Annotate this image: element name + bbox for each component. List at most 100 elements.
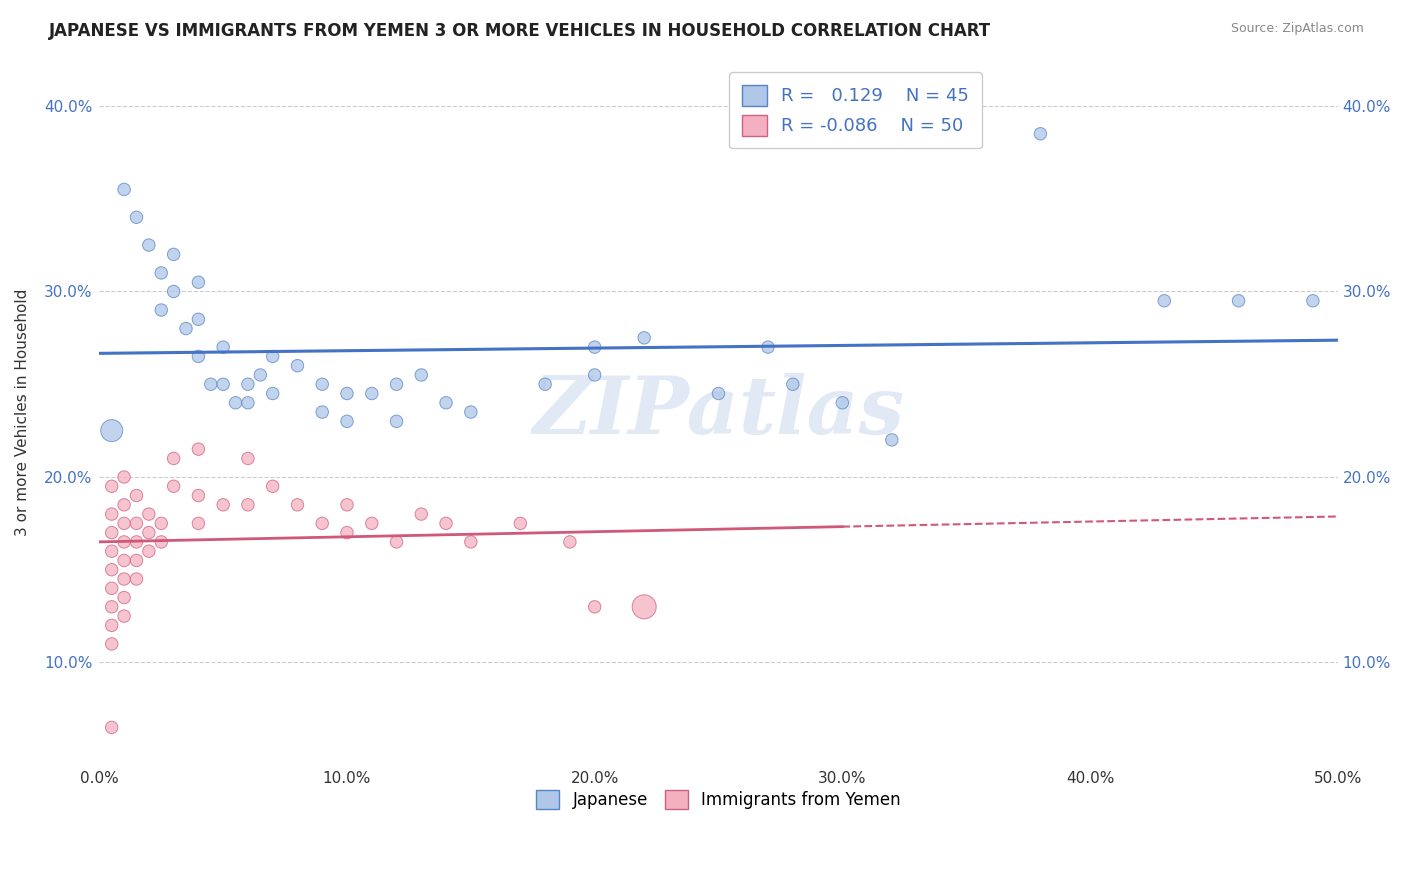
Point (112, 470, 135, 484)
Point (1302, 293, 1324, 308)
Point (100, 544, 122, 558)
Point (336, 386, 359, 401)
Point (236, 396, 259, 410)
Point (187, 275, 209, 289)
Point (162, 451, 184, 466)
Point (360, 516, 382, 531)
Point (262, 479, 284, 493)
Point (112, 498, 135, 512)
Point (249, 368, 271, 382)
Point (360, 386, 382, 401)
Point (287, 359, 309, 373)
Point (311, 405, 333, 419)
Point (174, 321, 197, 335)
Point (162, 479, 184, 493)
Legend: Japanese, Immigrants from Yemen: Japanese, Immigrants from Yemen (529, 783, 908, 816)
Point (100, 720, 122, 734)
Point (434, 396, 457, 410)
Point (100, 424, 122, 438)
Point (336, 414, 359, 428)
Point (100, 479, 122, 493)
Point (187, 350, 209, 364)
Point (150, 535, 173, 549)
Point (1029, 127, 1052, 141)
Point (125, 572, 148, 586)
Point (460, 405, 482, 419)
Point (460, 535, 482, 549)
Point (125, 553, 148, 567)
Point (756, 340, 779, 354)
Point (262, 386, 284, 401)
Point (112, 535, 135, 549)
Point (633, 331, 655, 345)
Point (336, 525, 359, 540)
Point (112, 553, 135, 567)
Point (236, 377, 259, 392)
Point (100, 525, 122, 540)
Point (534, 377, 557, 392)
Point (311, 516, 333, 531)
Point (112, 609, 135, 624)
Point (633, 599, 655, 614)
Point (138, 544, 160, 558)
Point (385, 535, 408, 549)
Point (583, 368, 606, 382)
Point (187, 442, 209, 457)
Point (411, 507, 433, 521)
Point (100, 582, 122, 596)
Point (225, 396, 247, 410)
Point (385, 377, 408, 392)
Point (434, 516, 457, 531)
Point (880, 433, 903, 447)
Point (100, 599, 122, 614)
Point (336, 498, 359, 512)
Point (782, 377, 804, 392)
Point (138, 507, 160, 521)
Point (138, 238, 160, 252)
Point (100, 637, 122, 651)
Point (187, 516, 209, 531)
Point (150, 516, 173, 531)
Text: ZIPatlas: ZIPatlas (533, 374, 904, 450)
Text: JAPANESE VS IMMIGRANTS FROM YEMEN 3 OR MORE VEHICLES IN HOUSEHOLD CORRELATION CH: JAPANESE VS IMMIGRANTS FROM YEMEN 3 OR M… (49, 22, 991, 40)
Point (112, 516, 135, 531)
Point (212, 340, 235, 354)
Point (125, 516, 148, 531)
Point (200, 377, 222, 392)
Point (707, 386, 730, 401)
Point (100, 563, 122, 577)
Point (212, 377, 235, 392)
Point (100, 507, 122, 521)
Point (311, 377, 333, 392)
Point (1227, 293, 1250, 308)
Point (187, 489, 209, 503)
Point (150, 303, 173, 318)
Y-axis label: 3 or more Vehicles in Household: 3 or more Vehicles in Household (15, 288, 30, 536)
Point (236, 451, 259, 466)
Point (112, 591, 135, 605)
Point (385, 414, 408, 428)
Point (831, 396, 853, 410)
Point (411, 368, 433, 382)
Point (125, 489, 148, 503)
Point (100, 618, 122, 632)
Point (162, 285, 184, 299)
Point (150, 266, 173, 280)
Point (187, 312, 209, 326)
Point (583, 340, 606, 354)
Point (287, 498, 309, 512)
Point (236, 498, 259, 512)
Point (112, 182, 135, 196)
Point (212, 498, 235, 512)
Point (138, 525, 160, 540)
Point (262, 350, 284, 364)
Point (583, 599, 606, 614)
Point (162, 247, 184, 261)
Text: Source: ZipAtlas.com: Source: ZipAtlas.com (1230, 22, 1364, 36)
Point (112, 572, 135, 586)
Point (125, 211, 148, 225)
Point (125, 535, 148, 549)
Point (509, 516, 531, 531)
Point (1153, 293, 1175, 308)
Point (558, 535, 581, 549)
